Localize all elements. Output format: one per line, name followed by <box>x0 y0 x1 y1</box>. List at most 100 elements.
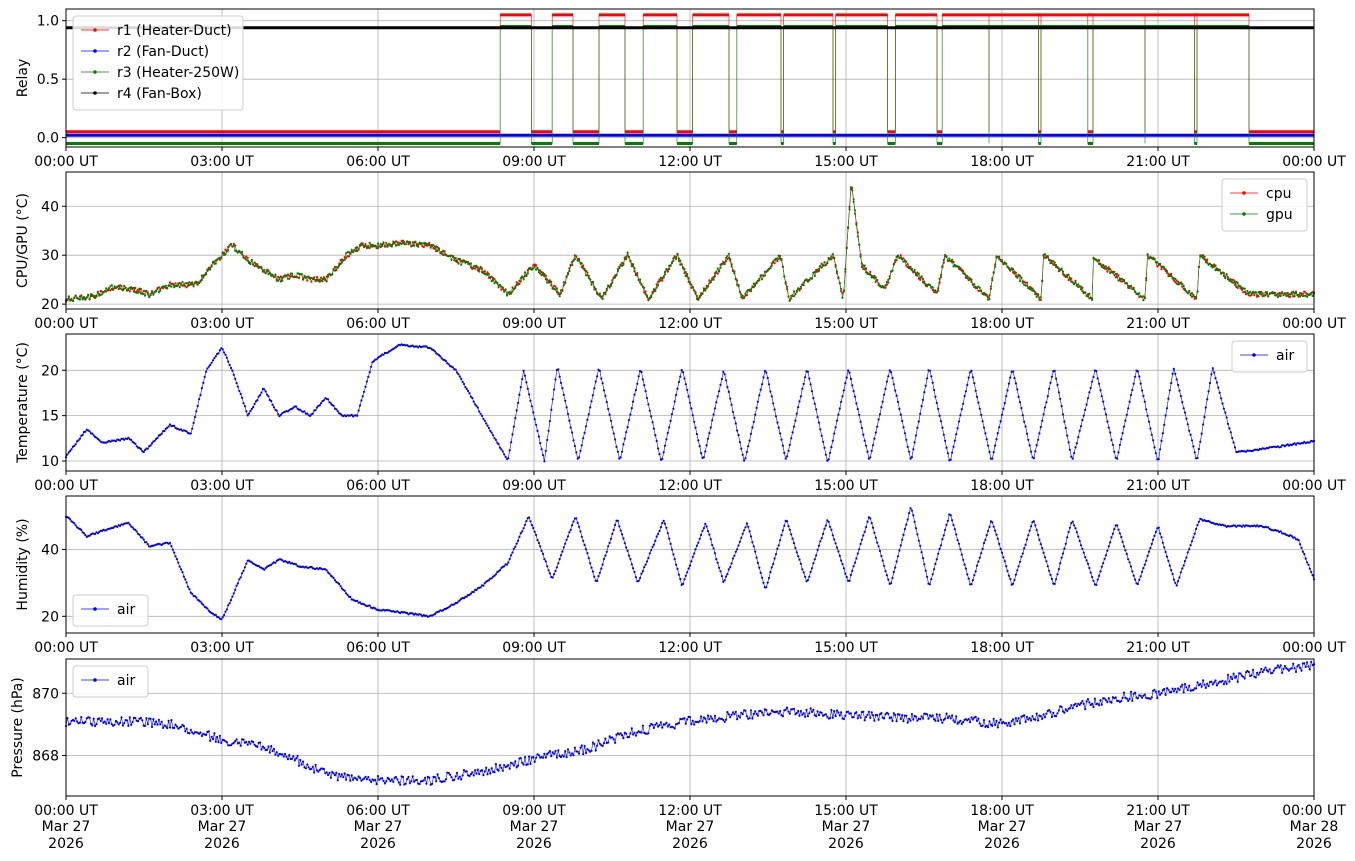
data-point <box>937 719 940 723</box>
data-point <box>223 251 226 254</box>
data-point <box>313 276 316 279</box>
data-point <box>1018 722 1022 725</box>
data-point <box>730 403 733 406</box>
data-point <box>709 715 712 718</box>
data-point <box>174 282 177 285</box>
data-point <box>1009 269 1012 272</box>
data-point <box>1265 292 1268 295</box>
data-point <box>311 765 314 768</box>
data-point <box>1012 718 1015 721</box>
data-point <box>256 265 259 268</box>
data-point <box>661 457 664 460</box>
data-point <box>740 711 743 714</box>
legend-label: air <box>117 602 135 618</box>
data-point <box>487 426 490 430</box>
data-point <box>73 719 76 723</box>
data-point <box>722 370 725 373</box>
data-point <box>1199 440 1202 443</box>
data-point <box>1092 579 1095 582</box>
data-point <box>546 752 549 756</box>
data-point <box>264 271 267 275</box>
data-point <box>1254 676 1257 679</box>
data-point <box>419 613 423 616</box>
data-point <box>1221 402 1224 405</box>
data-point <box>543 558 546 561</box>
data-point <box>504 455 507 458</box>
data-point <box>919 278 922 281</box>
data-point <box>338 772 341 776</box>
data-point <box>738 540 742 543</box>
data-point <box>134 442 137 445</box>
data-point <box>942 534 945 537</box>
data-point <box>189 728 192 731</box>
data-point <box>112 526 115 530</box>
data-point <box>601 297 604 300</box>
data-point <box>505 294 509 297</box>
data-point <box>431 782 434 786</box>
data-point <box>479 266 482 269</box>
data-point <box>634 734 638 737</box>
data-point <box>1038 538 1041 541</box>
data-point <box>511 290 514 293</box>
data-point <box>1078 285 1081 288</box>
data-point <box>926 377 929 380</box>
data-point <box>433 245 436 248</box>
data-point <box>1165 687 1169 690</box>
data-point <box>84 430 87 433</box>
data-point <box>884 284 887 287</box>
data-point <box>891 576 894 580</box>
data-point <box>356 246 359 249</box>
data-point <box>336 266 339 269</box>
data-point <box>340 773 343 776</box>
data-point <box>820 434 823 437</box>
data-point <box>1203 255 1206 258</box>
data-point <box>622 262 625 265</box>
data-point <box>770 264 773 267</box>
data-point <box>712 413 715 416</box>
data-point <box>887 278 890 281</box>
data-point <box>607 407 610 411</box>
data-point <box>566 535 570 538</box>
data-point <box>688 401 692 404</box>
data-point <box>191 281 194 284</box>
data-point <box>970 369 973 372</box>
data-point <box>851 186 854 189</box>
data-point <box>802 281 805 284</box>
data-point <box>623 542 626 545</box>
data-point <box>1102 562 1105 565</box>
data-point <box>654 434 657 437</box>
data-point <box>1091 575 1094 579</box>
data-point <box>1146 253 1149 256</box>
data-point <box>731 711 735 714</box>
data-point <box>799 395 803 398</box>
data-point <box>346 593 349 596</box>
data-point <box>523 374 527 377</box>
data-point <box>541 454 545 457</box>
data-point <box>143 724 147 728</box>
data-point <box>238 389 241 392</box>
data-point <box>1229 431 1232 434</box>
data-point <box>819 428 822 431</box>
data-point <box>1177 383 1180 386</box>
data-point <box>684 574 687 577</box>
data-point <box>914 434 918 437</box>
data-point <box>853 561 857 564</box>
data-point <box>974 570 977 573</box>
y-axis-label: CPU/GPU (°C) <box>15 193 31 288</box>
data-point <box>622 737 625 740</box>
data-point <box>830 528 833 531</box>
data-point <box>582 267 585 270</box>
data-point <box>80 295 83 298</box>
data-point <box>568 270 571 273</box>
data-point <box>1075 531 1078 534</box>
data-point <box>573 746 577 749</box>
data-point <box>361 395 364 398</box>
data-point <box>433 776 436 779</box>
data-point <box>1070 455 1073 458</box>
data-point <box>422 245 425 249</box>
data-point <box>740 536 743 540</box>
data-point <box>461 774 464 777</box>
data-point <box>956 722 959 725</box>
data-point <box>880 406 883 409</box>
data-point <box>306 412 309 415</box>
